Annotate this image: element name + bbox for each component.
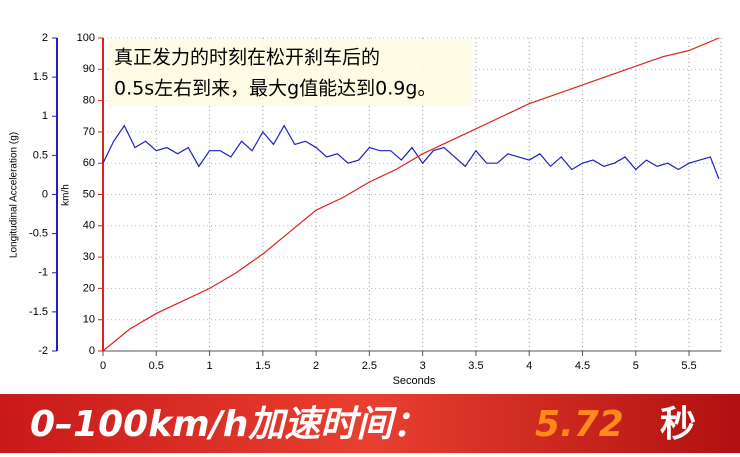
annotation: 真正发力的时刻在松开刹车后的 — [114, 47, 380, 69]
annotation-box — [108, 40, 472, 106]
y-tick-label: 1.5 — [33, 71, 48, 83]
y-tick-label: -2 — [38, 345, 48, 357]
x-tick-label: 0.5 — [149, 360, 164, 372]
y2-tick-label: 30 — [83, 251, 95, 263]
y-tick-label: -0.5 — [29, 228, 48, 240]
y-tick-label: -1.5 — [29, 306, 48, 318]
x-axis-label: Seconds — [393, 375, 436, 387]
banner-label: 0–100km/h加速时间： — [30, 404, 428, 445]
banner — [0, 394, 740, 453]
y2-tick-label: 0 — [89, 345, 95, 357]
x-tick-label: 4.5 — [575, 360, 590, 372]
data-line — [102, 124, 720, 180]
x-tick-label: 0 — [100, 360, 106, 372]
y2-axis-label: km/h — [61, 184, 72, 206]
x-tick-label: 1.5 — [255, 360, 270, 372]
banner-unit: 秒 — [660, 404, 696, 445]
y-tick-label: 0 — [42, 188, 48, 200]
y2-tick-label: 80 — [83, 95, 95, 107]
y-axis-label: Longitudinal Acceleration (g) — [9, 132, 20, 258]
y2-tick-label: 40 — [83, 220, 95, 232]
x-tick-label: 2.5 — [362, 360, 377, 372]
y2-tick-label: 60 — [83, 157, 95, 169]
y2-tick-label: 90 — [83, 63, 95, 75]
x-tick-label: 3 — [420, 360, 426, 372]
y-tick-label: 1 — [42, 110, 48, 122]
x-tick-label: 4 — [526, 360, 532, 372]
x-tick-label: 5.5 — [681, 360, 696, 372]
y2-tick-label: 50 — [83, 188, 95, 200]
x-tick-label: 1 — [206, 360, 212, 372]
y2-tick-label: 10 — [83, 314, 95, 326]
x-tick-label: 2 — [313, 360, 319, 372]
x-tick-label: 3.5 — [468, 360, 483, 372]
y-tick-label: 2 — [42, 32, 48, 44]
y-tick-label: -1 — [38, 267, 48, 279]
y2-tick-label: 70 — [83, 126, 95, 138]
y2-tick-label: 20 — [83, 282, 95, 294]
annotation: 0.5s左右到来，最大g值能达到0.9g。 — [114, 78, 436, 100]
y2-tick-label: 100 — [77, 32, 95, 44]
y-tick-label: 0.5 — [33, 149, 48, 161]
banner-value: 5.72 — [535, 404, 624, 445]
data-line — [102, 37, 720, 352]
x-tick-label: 5 — [633, 360, 639, 372]
